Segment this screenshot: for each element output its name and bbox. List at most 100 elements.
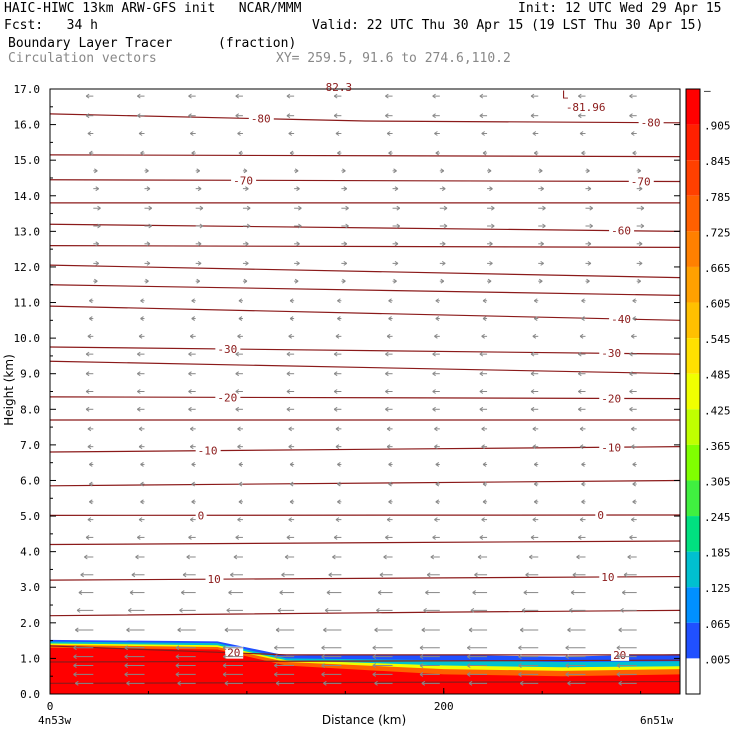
vector-arrow	[286, 534, 295, 540]
vector-arrow	[585, 205, 593, 211]
vector-arrow	[385, 389, 393, 394]
vector-arrow	[288, 426, 295, 432]
vector-arrow	[140, 298, 145, 304]
vector-arrow	[487, 241, 493, 247]
vector-arrow	[434, 517, 440, 523]
isotherm-line	[49, 264, 681, 279]
vector-arrow	[629, 113, 637, 119]
colorbar-swatch	[686, 89, 700, 125]
vector-arrow	[93, 241, 99, 247]
field-name: Boundary Layer Tracer	[8, 36, 173, 51]
vector-arrow	[337, 499, 342, 505]
isotherm-label-bg	[195, 509, 207, 522]
vector-arrow	[627, 554, 637, 560]
vector-arrow	[388, 462, 393, 467]
vector-arrow	[392, 260, 399, 266]
vector-arrow	[388, 499, 393, 505]
vector-arrow	[286, 113, 295, 119]
colorbar-label: .725	[704, 226, 731, 239]
vector-arrow	[481, 517, 488, 523]
vector-arrow	[479, 389, 488, 394]
vector-arrow	[85, 534, 94, 540]
isotherm-label-bg	[225, 646, 244, 659]
vector-arrow	[439, 241, 446, 247]
vector-arrow	[195, 223, 204, 229]
vector-arrow	[581, 499, 586, 505]
vector-arrow	[521, 607, 539, 613]
vector-arrow	[631, 444, 637, 450]
vector-arrow	[237, 444, 243, 450]
vector-arrow	[636, 186, 643, 192]
vector-arrow	[238, 298, 243, 304]
vector-arrow	[275, 627, 295, 633]
vector-arrow	[137, 534, 145, 540]
isotherm-label: -20	[601, 392, 621, 405]
vector-arrow	[538, 186, 544, 192]
vector-arrow	[335, 444, 342, 450]
vector-arrow	[618, 680, 637, 686]
vector-arrow	[581, 316, 586, 321]
y-tick-label: 5.0	[20, 510, 40, 523]
vector-arrow	[341, 278, 346, 284]
vector-arrow	[392, 168, 397, 174]
colorbar-label: .785	[704, 191, 731, 204]
isotherm-label: 0	[198, 509, 205, 522]
vector-arrow	[426, 572, 440, 578]
colorbar-swatch	[686, 338, 700, 374]
y-tick-label: 1.0	[20, 652, 40, 665]
vector-arrow	[324, 607, 342, 613]
vector-arrow	[89, 316, 94, 321]
vector-arrow	[175, 654, 196, 660]
colorbar-swatch	[686, 658, 700, 694]
vector-arrow	[341, 223, 349, 229]
vector-arrow	[585, 223, 593, 229]
vector-arrow	[578, 406, 586, 412]
vector-arrow	[333, 534, 342, 540]
vector-arrow	[385, 351, 393, 357]
vector-arrow	[289, 499, 295, 505]
vector-arrow	[434, 444, 440, 450]
vector-arrow	[439, 168, 445, 174]
vector-arrow	[135, 554, 145, 560]
vector-arrow	[195, 260, 202, 266]
vector-arrow	[341, 241, 348, 247]
vector-arrow	[632, 150, 637, 156]
cross-section-endpoints: XY= 259.5, 91.6 to 274.6,110.2	[276, 51, 511, 66]
vector-arrow	[631, 333, 637, 339]
x-tick-label: 0	[47, 700, 54, 713]
vector-arrow	[435, 298, 440, 304]
y-tick-label: 15.0	[14, 154, 41, 167]
y-tick-label: 2.0	[20, 617, 40, 630]
vector-arrow	[144, 168, 149, 174]
vector-arrow	[430, 554, 440, 560]
valid-time: Valid: 22 UTC Thu 30 Apr 15 (19 LST Thu …	[312, 18, 704, 33]
vector-arrow	[126, 680, 145, 686]
vector-arrow	[195, 241, 202, 247]
vector-arrow	[432, 406, 440, 412]
vector-arrow	[274, 663, 295, 668]
vector-arrow	[474, 572, 488, 578]
vector-arrow	[636, 205, 645, 211]
isotherm-line	[49, 223, 681, 232]
y-axis: 0.0 1.0 2.0 3.0 4.0 5.0 6.0 7.0 8.0 9.0 10.0 11.0 12…	[14, 83, 680, 701]
vector-arrow	[432, 389, 440, 394]
vector-arrow	[73, 663, 94, 668]
vector-arrow	[372, 672, 393, 677]
isotherm-label: 20	[227, 647, 240, 660]
vector-arrow	[578, 351, 586, 357]
vector-arrow	[532, 426, 539, 432]
vector-arrow	[341, 186, 348, 192]
vector-arrow	[374, 680, 393, 686]
vector-arrow	[93, 260, 99, 266]
vector-arrow	[385, 534, 393, 540]
vector-arrow	[532, 131, 539, 136]
isotherm-line	[49, 179, 681, 183]
vector-arrow	[138, 426, 145, 432]
vector-arrow	[242, 241, 249, 247]
vector-arrow	[144, 186, 151, 192]
vector-arrow	[235, 406, 243, 412]
vector-arrow	[238, 150, 243, 156]
vector-arrow	[477, 554, 488, 560]
vector-arrow	[85, 93, 94, 99]
vector-arrow	[144, 223, 152, 229]
